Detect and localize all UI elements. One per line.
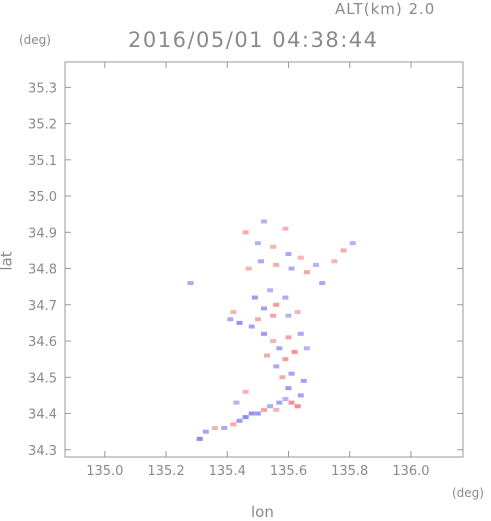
data-point — [270, 244, 277, 249]
data-point — [273, 262, 280, 267]
y-tick-label: 35.3 — [28, 81, 57, 96]
data-point — [261, 407, 267, 412]
plot-frame — [64, 61, 464, 458]
data-point — [233, 400, 240, 405]
data-point — [276, 400, 283, 405]
x-unit-label: (deg) — [452, 486, 484, 500]
data-point — [270, 313, 277, 318]
y-tick-label: 34.4 — [28, 408, 57, 423]
x-tick-label: 136.0 — [392, 464, 429, 479]
data-point — [282, 397, 289, 402]
data-point — [297, 331, 304, 336]
data-point — [288, 400, 295, 405]
data-point — [303, 346, 310, 351]
data-point — [264, 353, 271, 358]
data-point — [248, 324, 255, 329]
data-marks — [187, 219, 356, 441]
data-point — [254, 411, 261, 416]
data-point — [340, 248, 347, 253]
axis-ticks: 135.0 135.2 135.4 135.6 135.8 136.0 35.3 35.2 35… — [28, 62, 463, 479]
data-point — [288, 371, 295, 376]
data-point — [245, 266, 252, 271]
timestamp-title: 2016/05/01 04:38:44 — [128, 28, 379, 52]
x-axis-label: lon — [251, 503, 274, 521]
data-point — [297, 393, 304, 398]
data-point — [294, 404, 301, 409]
data-point — [297, 255, 304, 260]
y-tick-label: 34.3 — [28, 444, 57, 459]
data-point — [282, 295, 289, 300]
data-point — [254, 241, 261, 246]
data-point — [273, 302, 280, 307]
data-point — [212, 426, 219, 431]
data-point — [288, 266, 295, 271]
data-point — [261, 306, 267, 311]
data-point — [196, 436, 203, 441]
data-point — [331, 259, 338, 264]
data-point — [282, 357, 289, 362]
altitude-label: ALT(km) 2.0 — [335, 0, 436, 18]
y-tick-label: 34.5 — [28, 371, 57, 386]
data-point — [267, 288, 274, 293]
data-point — [202, 429, 209, 434]
data-point — [291, 349, 298, 354]
data-point — [349, 241, 356, 246]
data-point — [242, 230, 249, 235]
data-point — [285, 386, 292, 391]
data-point — [279, 375, 286, 380]
y-tick-label: 34.8 — [28, 263, 57, 278]
y-tick-label: 34.9 — [28, 226, 57, 241]
y-tick-label: 35.2 — [28, 118, 57, 133]
data-point — [285, 335, 292, 340]
data-point — [273, 407, 280, 412]
data-point — [313, 262, 320, 267]
data-point — [261, 219, 267, 224]
data-point — [261, 331, 267, 336]
data-point — [273, 364, 280, 369]
y-tick-label: 35.0 — [28, 190, 57, 205]
data-point — [248, 411, 255, 416]
y-tick-label: 34.7 — [28, 299, 57, 314]
x-tick-label: 135.6 — [270, 464, 307, 479]
y-tick-label: 34.6 — [28, 335, 57, 350]
data-point — [227, 317, 234, 322]
data-point — [230, 310, 237, 315]
data-point — [236, 320, 243, 325]
data-point — [300, 378, 307, 383]
x-tick-label: 135.8 — [331, 464, 368, 479]
x-tick-label: 135.0 — [86, 464, 123, 479]
data-point — [285, 313, 292, 318]
data-point — [285, 252, 292, 257]
data-point — [242, 389, 249, 394]
data-point — [236, 418, 243, 423]
data-point — [242, 415, 249, 420]
data-point — [257, 259, 264, 264]
x-tick-label: 135.4 — [209, 464, 246, 479]
y-tick-label: 35.1 — [28, 154, 57, 169]
data-point — [267, 404, 274, 409]
data-point — [270, 339, 277, 344]
data-point — [251, 295, 258, 300]
data-point — [276, 346, 283, 351]
data-point — [294, 310, 301, 315]
data-point — [303, 270, 310, 275]
data-point — [282, 226, 289, 231]
data-point — [187, 281, 194, 286]
data-point — [221, 426, 228, 431]
data-point — [319, 281, 326, 286]
data-point — [254, 317, 261, 322]
x-tick-label: 135.2 — [147, 464, 184, 479]
data-point — [230, 422, 237, 427]
y-unit-label: (deg) — [19, 33, 51, 47]
